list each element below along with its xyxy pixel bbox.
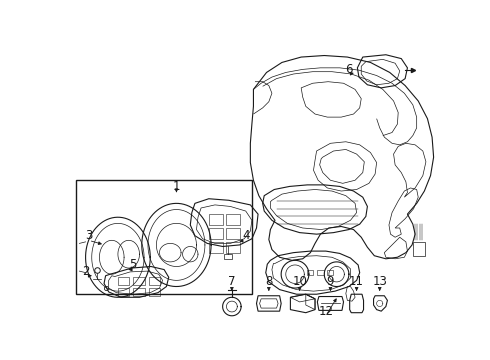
Text: 11: 11 bbox=[349, 275, 364, 288]
Text: 12: 12 bbox=[318, 305, 333, 318]
Bar bbox=[226, 214, 240, 225]
Text: 10: 10 bbox=[292, 275, 307, 288]
Text: 13: 13 bbox=[372, 275, 387, 288]
Text: 7: 7 bbox=[228, 275, 236, 288]
Text: 8: 8 bbox=[265, 275, 272, 288]
Text: 6: 6 bbox=[345, 63, 353, 76]
Bar bbox=[327, 270, 333, 275]
Text: 2: 2 bbox=[82, 265, 89, 278]
Bar bbox=[149, 277, 160, 285]
Bar bbox=[209, 214, 222, 225]
Text: 3: 3 bbox=[85, 229, 92, 242]
Bar bbox=[226, 228, 240, 239]
Bar bbox=[118, 277, 129, 285]
Bar bbox=[149, 288, 160, 296]
Bar bbox=[76, 180, 252, 294]
Bar bbox=[209, 242, 222, 253]
Bar bbox=[413, 242, 425, 256]
Bar bbox=[133, 288, 145, 296]
Bar bbox=[209, 228, 222, 239]
Bar bbox=[226, 242, 240, 253]
Bar bbox=[118, 288, 129, 296]
Text: 1: 1 bbox=[172, 180, 180, 193]
Text: 4: 4 bbox=[242, 229, 249, 242]
Bar bbox=[318, 270, 323, 275]
Text: 5: 5 bbox=[129, 258, 136, 271]
Text: 9: 9 bbox=[327, 275, 334, 288]
Bar bbox=[307, 270, 314, 275]
Bar bbox=[224, 254, 232, 259]
Bar bbox=[133, 277, 145, 285]
